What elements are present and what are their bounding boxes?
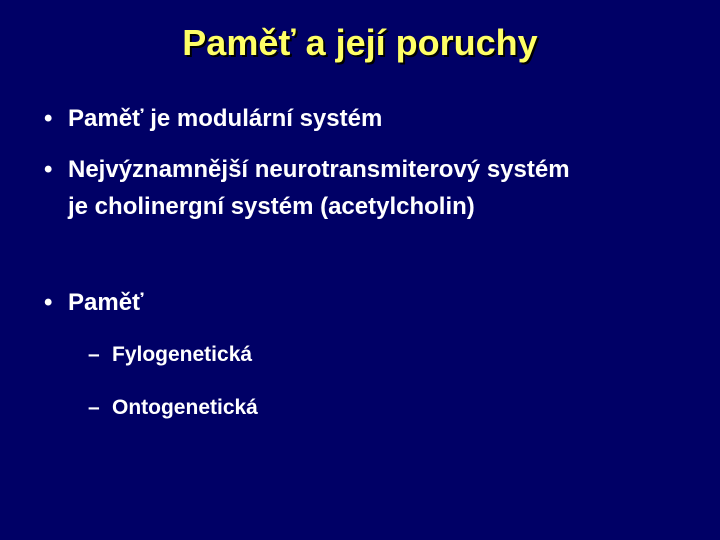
slide-title: Paměť a její poruchy (40, 22, 680, 64)
bullet-item: Paměť je modulární systém (40, 100, 680, 137)
bullet-text-line1: Nejvýznamnější neurotransmiterový systém (68, 151, 680, 188)
bullet-list-level1: Paměť je modulární systém Nejvýznamnější… (40, 100, 680, 424)
sub-bullet-item: Ontogenetická (86, 392, 680, 424)
bullet-item: Paměť Fylogenetická Ontogenetická (40, 284, 680, 424)
slide: Paměť a její poruchy Paměť je modulární … (0, 0, 720, 540)
bullet-text: Paměť je modulární systém (68, 105, 382, 132)
bullet-text: Paměť (68, 289, 144, 316)
bullet-item: Nejvýznamnější neurotransmiterový systém… (40, 151, 680, 225)
sub-bullet-item: Fylogenetická (86, 339, 680, 371)
bullet-list-level2: Fylogenetická Ontogenetická (86, 339, 680, 424)
sub-bullet-text: Fylogenetická (112, 343, 252, 366)
bullet-text-line2: je cholinergní systém (acetylcholin) (68, 188, 680, 225)
sub-bullet-text: Ontogenetická (112, 396, 258, 419)
